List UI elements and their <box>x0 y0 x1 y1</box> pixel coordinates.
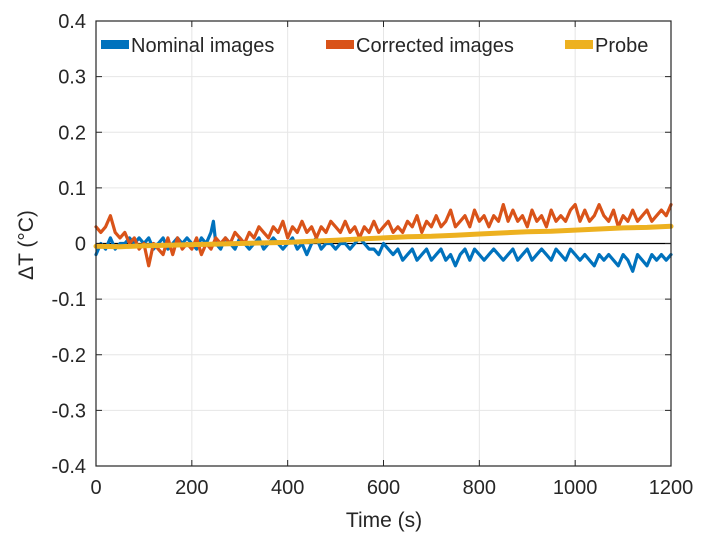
x-axis-ticks: 0 200 400 600 800 1000 1200 <box>90 21 693 499</box>
y-tick-label: 0.4 <box>58 11 86 33</box>
legend-label: Nominal images <box>131 35 274 57</box>
y-tick-label: 0.2 <box>58 122 86 144</box>
series-group <box>93 203 674 273</box>
series-line-probe <box>93 223 674 250</box>
x-tick-label: 0 <box>90 477 101 499</box>
legend-swatch <box>326 40 354 49</box>
x-tick-label: 200 <box>175 477 208 499</box>
legend-item-corrected-images: Corrected images <box>326 35 514 57</box>
x-tick-label: 400 <box>271 477 304 499</box>
x-tick-label: 1000 <box>553 477 598 499</box>
x-tick-label: 1200 <box>649 477 694 499</box>
legend-item-probe: Probe <box>565 35 648 57</box>
x-tick-label: 600 <box>367 477 400 499</box>
y-tick-label: 0.1 <box>58 178 86 200</box>
y-tick-label: -0.2 <box>52 345 86 367</box>
legend-label: Corrected images <box>356 35 514 57</box>
y-axis-label: ΔT (°C) <box>15 210 38 280</box>
y-axis-ticks: -0.4 -0.3 -0.2 -0.1 0 0.1 0.2 0.3 0.4 <box>52 11 671 478</box>
legend-swatch <box>565 40 593 49</box>
legend-swatch <box>101 40 129 49</box>
x-axis-label: Time (s) <box>346 509 422 532</box>
series-line-corrected-images <box>94 203 673 268</box>
y-tick-label: -0.1 <box>52 289 86 311</box>
y-tick-label: 0.3 <box>58 67 86 89</box>
legend-item-nominal-images: Nominal images <box>101 35 274 57</box>
y-tick-label: 0 <box>75 234 86 256</box>
legend-label: Probe <box>595 35 648 57</box>
y-tick-label: -0.3 <box>52 400 86 422</box>
legend: Nominal images Corrected images Probe <box>101 35 648 57</box>
x-tick-label: 800 <box>463 477 496 499</box>
y-tick-label: -0.4 <box>52 456 86 478</box>
